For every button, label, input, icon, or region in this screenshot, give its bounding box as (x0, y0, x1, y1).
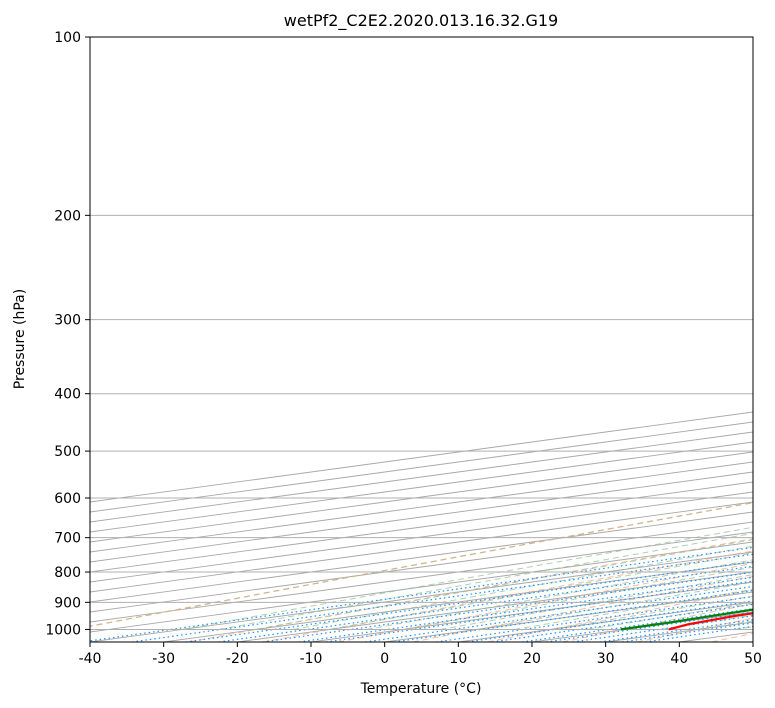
y-tick-label: 100 (54, 30, 81, 46)
isotherm-line (90, 541, 753, 633)
moist-adiabat-line (292, 545, 753, 630)
background-lines (90, 411, 753, 642)
y-tick-label: 500 (54, 444, 81, 460)
x-tick-label: 10 (449, 651, 467, 667)
x-tick-label: 30 (597, 651, 615, 667)
isotherm-line (384, 591, 753, 642)
x-tick-label: 40 (670, 651, 688, 667)
isotherm-line (90, 491, 753, 583)
chart-title: wetPf2_C2E2.2020.013.16.32.G19 (284, 11, 558, 31)
mixing-ratio-line (218, 565, 753, 642)
mixing-ratio-line (185, 561, 753, 642)
isotherm-line (90, 481, 753, 573)
moist-adiabat-line (182, 526, 753, 630)
y-tick-label: 400 (54, 387, 81, 403)
x-axis-title: Temperature (°C) (360, 681, 482, 697)
profile-series (620, 608, 753, 631)
moist-adiabat-line (513, 588, 753, 630)
isotherm-line (90, 551, 753, 642)
x-axis-ticks: -40 -30 -20 -10 0 10 20 30 40 50 (79, 642, 762, 667)
moist-adiabat-line (698, 620, 753, 630)
moist-adiabat-line (256, 539, 753, 630)
isotherm-line (752, 641, 753, 642)
moist-adiabat-line (403, 566, 753, 630)
isotherm-line (90, 531, 753, 623)
y-axis-title: Pressure (hPa) (12, 289, 28, 389)
y-axis-ticks: 100 200 300 400 500 600 700 800 900 1000 (45, 30, 90, 638)
dry-adiabat-line (636, 617, 753, 642)
moist-adiabat-line (366, 559, 753, 630)
mixing-ratio-line (262, 571, 753, 642)
moist-adiabat-line (624, 608, 753, 630)
y-tick-label: 1000 (45, 622, 81, 638)
dry-adiabat-line (487, 589, 753, 642)
plot-frame (89, 36, 754, 643)
temperature-line (668, 612, 753, 631)
y-tick-label: 600 (54, 491, 81, 507)
mixing-ratio-line (299, 576, 753, 642)
moist-adiabat-line (477, 581, 753, 630)
dewpoint-line (620, 608, 753, 631)
isotherm-line (90, 521, 753, 613)
x-tick-label: 50 (744, 651, 762, 667)
dry-adiabat-line (412, 575, 753, 642)
isotherm-line (679, 631, 753, 642)
y-tick-label: 700 (54, 531, 81, 547)
x-tick-label: 20 (523, 651, 541, 667)
y-tick-label: 900 (54, 595, 81, 611)
isotherm-line (310, 581, 753, 642)
moist-adiabat-line (329, 552, 753, 630)
isotherm-line (90, 461, 753, 553)
x-tick-label: -20 (226, 651, 249, 667)
moist-adiabat-line (440, 574, 753, 630)
pressure-gridlines (90, 36, 753, 630)
moist-adiabat-line (219, 532, 753, 630)
dry-adiabat-line (711, 632, 753, 642)
y-tick-label: 200 (54, 208, 81, 224)
x-tick-label: -40 (79, 651, 102, 667)
mixing-ratio-line (131, 553, 753, 642)
isotherm-line (90, 451, 753, 543)
dry-adiabat-line (562, 603, 753, 642)
dry-adiabat-line (338, 562, 753, 642)
x-tick-label: -30 (152, 651, 175, 667)
isotherm-line (90, 501, 753, 593)
x-tick-label: -10 (300, 651, 323, 667)
y-tick-label: 800 (54, 565, 81, 581)
frost-line (90, 502, 753, 627)
dry-adiabat-line (263, 550, 753, 642)
isotherm-line (90, 511, 753, 603)
y-tick-label: 300 (54, 313, 81, 329)
isotherm-line (90, 471, 753, 563)
x-tick-label: 0 (380, 651, 389, 667)
